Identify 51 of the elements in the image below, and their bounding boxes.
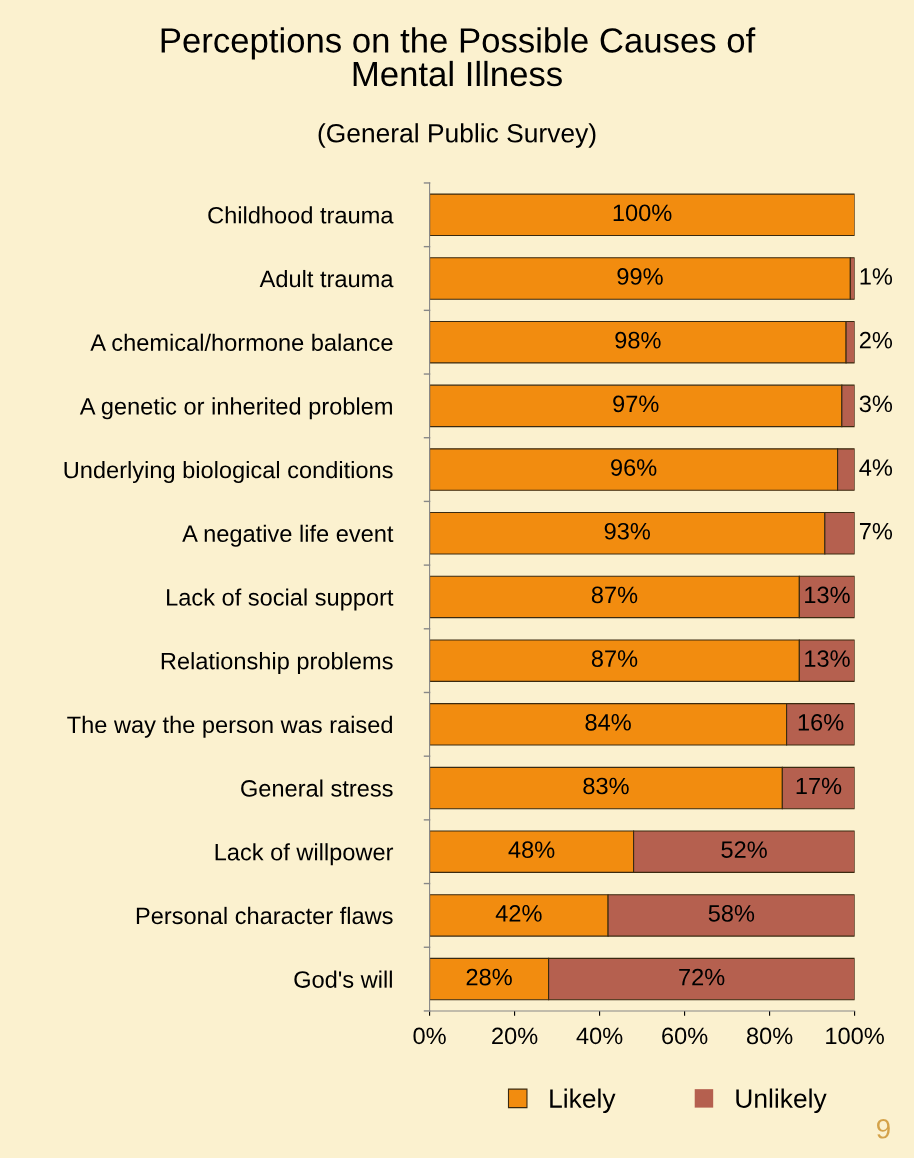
chart-subtitle: (General Public Survey) [318, 123, 596, 148]
data-label: 7% [859, 522, 893, 540]
y-tick-label: A negative life event [182, 524, 394, 547]
x-tick-label: 20% [492, 1027, 538, 1045]
data-label: 93% [604, 522, 650, 540]
data-label: 48% [508, 841, 555, 859]
data-label: 98% [615, 331, 661, 349]
data-label: 83% [583, 777, 629, 795]
data-label: 4% [859, 459, 893, 476]
y-tick-label: Underlying biological conditions [64, 461, 393, 484]
data-label: 87% [591, 650, 638, 667]
data-label: 58% [708, 905, 755, 922]
data-label: 1% [860, 268, 893, 285]
data-label: 13% [805, 650, 850, 667]
x-tick-label: 60% [662, 1027, 708, 1045]
data-label: 97% [613, 395, 659, 413]
text: 9 [877, 1118, 890, 1139]
x-tick-label: 40% [576, 1027, 623, 1045]
data-label: 72% [679, 968, 725, 986]
data-label: 84% [585, 713, 631, 731]
y-tick-label: Lack of willpower [215, 843, 394, 866]
y-tick-label: Relationship problems [161, 652, 393, 675]
data-label: 3% [859, 395, 893, 413]
data-label: 99% [617, 268, 663, 285]
y-tick-label: A genetic or inherited problem [79, 397, 392, 420]
data-label: 52% [721, 841, 767, 859]
y-tick-label: A chemical/hormone balance [90, 333, 393, 351]
chart-title: Perceptions on the Possible Causes of Mental Illness [161, 27, 756, 87]
x-tick-label: 0% [413, 1027, 446, 1045]
data-label: 100% [613, 204, 672, 222]
data-label: 28% [466, 968, 512, 986]
y-tick-label: Lack of social support [167, 588, 394, 611]
data-label: 2% [859, 331, 893, 349]
legend-label: Unlikely [736, 1088, 827, 1114]
bar [429, 257, 851, 300]
x-tick-label: 80% [746, 1027, 793, 1045]
data-label: 87% [591, 586, 638, 604]
y-tick-label: Adult trauma [259, 269, 394, 288]
data-label: 96% [611, 459, 657, 476]
data-label: 16% [798, 713, 844, 731]
y-tick-label: Personal character flaws [136, 906, 393, 925]
y-tick-label: The way the person was raised [67, 715, 392, 738]
data-label: 42% [495, 905, 542, 922]
data-label: 17% [796, 777, 842, 795]
x-tick-label: 100% [826, 1027, 884, 1045]
bar [429, 193, 855, 237]
y-tick-label: General stress [241, 779, 393, 797]
data-label: 13% [805, 586, 850, 604]
y-tick-label: Childhood trauma [208, 206, 394, 224]
legend-label: Likely [550, 1088, 616, 1114]
y-tick-label: God's will [294, 970, 392, 988]
